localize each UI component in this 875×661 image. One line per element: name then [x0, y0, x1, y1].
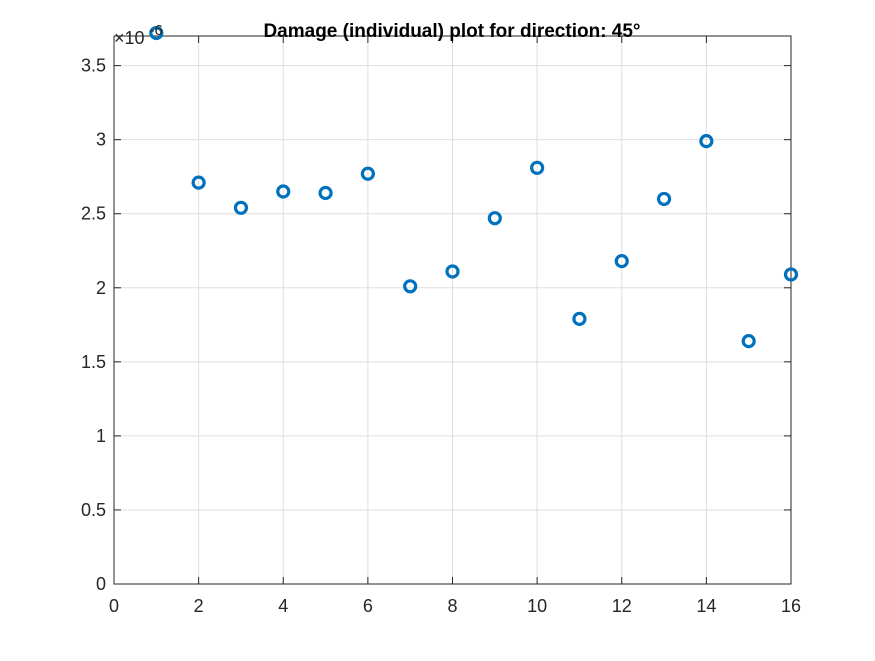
data-point — [699, 134, 714, 149]
data-points — [149, 25, 799, 349]
data-point — [276, 184, 291, 199]
y-tick-label: 2.5 — [81, 204, 106, 224]
y-multiplier-exponent: -6 — [150, 22, 163, 39]
data-point — [487, 211, 502, 226]
x-tick-label: 16 — [781, 596, 801, 616]
x-tick-labels: 0 2 4 6 8 10 12 14 16 — [109, 596, 801, 616]
y-tick-label: 0 — [96, 574, 106, 594]
data-point — [572, 311, 587, 326]
y-tick-label: 0.5 — [81, 500, 106, 520]
grid-lines — [113, 36, 792, 585]
data-point — [656, 191, 672, 207]
chart-title: Damage (individual) plot for direction: … — [263, 21, 640, 42]
y-tick-label: 1.5 — [81, 352, 106, 372]
x-tick-label: 12 — [612, 596, 632, 616]
data-point — [149, 25, 164, 41]
y-tick-label: 1 — [96, 426, 106, 446]
data-point — [318, 185, 333, 201]
x-tick-label: 0 — [109, 596, 119, 616]
data-point — [530, 160, 545, 175]
data-point — [614, 254, 629, 269]
x-tick-label: 8 — [447, 596, 457, 616]
data-point — [360, 166, 375, 181]
y-tick-label: 3 — [96, 130, 106, 150]
data-point — [741, 334, 756, 349]
x-tick-label: 6 — [363, 596, 373, 616]
x-tick-label: 4 — [278, 596, 288, 616]
y-tick-labels: 0 0.5 1 1.5 2 2.5 3 3.5 — [81, 56, 106, 594]
data-point — [445, 264, 460, 279]
axis-ticks — [113, 36, 792, 585]
data-point — [233, 200, 249, 215]
y-tick-label: 2 — [96, 278, 106, 298]
x-tick-label: 10 — [527, 596, 547, 616]
data-point — [783, 267, 799, 282]
y-multiplier: ×10 -6 — [114, 22, 163, 48]
data-point — [191, 175, 206, 190]
y-multiplier-base: ×10 — [114, 28, 145, 48]
data-point — [403, 279, 418, 294]
y-tick-label: 3.5 — [81, 56, 106, 76]
x-tick-label: 2 — [194, 596, 204, 616]
x-tick-label: 14 — [696, 596, 716, 616]
